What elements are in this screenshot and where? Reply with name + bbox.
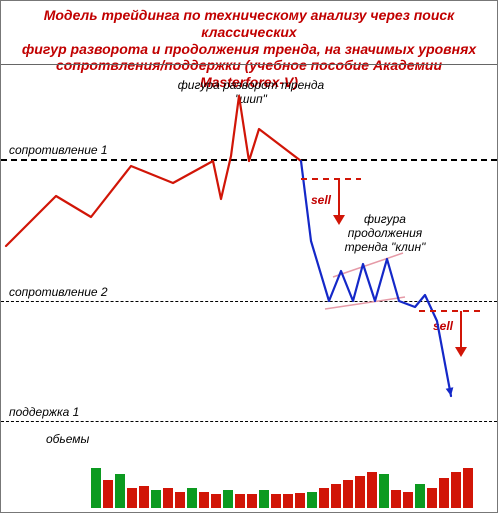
volume-bar <box>355 476 365 508</box>
volume-bar <box>307 492 317 508</box>
spike-line-2: "шип" <box>235 92 267 106</box>
volume-bar <box>319 488 329 508</box>
volume-bar <box>343 480 353 508</box>
volume-bar <box>175 492 185 508</box>
wedge-line-2: продолжения <box>348 226 422 240</box>
volume-bar <box>91 468 101 508</box>
volume-bar <box>163 488 173 508</box>
resistance-1-label: сопротивление 1 <box>9 143 108 157</box>
resistance-2-line <box>1 301 497 302</box>
resistance-1-line <box>1 159 497 161</box>
volume-bar <box>199 492 209 508</box>
volume-bar <box>439 478 449 508</box>
volume-bar <box>427 488 437 508</box>
volume-bar <box>379 474 389 508</box>
sell-label-1: sell <box>311 193 331 207</box>
volume-bar <box>271 494 281 508</box>
volume-bar <box>139 486 149 508</box>
volume-bar <box>115 474 125 508</box>
sell-label-2: sell <box>433 319 453 333</box>
wedge-line-1: фигура <box>364 212 406 226</box>
support-1-line <box>1 421 497 422</box>
volume-bar <box>223 490 233 508</box>
title-divider <box>1 64 497 65</box>
volume-bar <box>259 490 269 508</box>
volume-bar <box>103 480 113 508</box>
volume-bar <box>283 494 293 508</box>
volume-bar <box>463 468 473 508</box>
chart-frame: Модель трейдинга по техническому анализу… <box>0 0 498 513</box>
wedge-annotation: фигура продолжения тренда "клин" <box>330 213 440 254</box>
volume-bar <box>367 472 377 508</box>
spike-line-1: фигура разворот тренда <box>178 78 324 92</box>
volume-bar <box>451 472 461 508</box>
spike-annotation: фигура разворот тренда "шип" <box>171 79 331 107</box>
volume-bar <box>247 494 257 508</box>
volume-bar <box>127 488 137 508</box>
volume-bar <box>151 490 161 508</box>
title-line-2: фигур разворота и продолжения тренда, на… <box>22 41 476 57</box>
support-1-label: поддержка 1 <box>9 405 79 419</box>
wedge-line-3: тренда "клин" <box>345 240 426 254</box>
title-line-1: Модель трейдинга по техническому анализу… <box>44 7 455 40</box>
volume-bar <box>235 494 245 508</box>
volume-bar <box>391 490 401 508</box>
volume-bars <box>1 448 497 508</box>
volume-bar <box>403 492 413 508</box>
volume-label: обьемы <box>46 432 89 446</box>
volume-bar <box>211 494 221 508</box>
volume-bar <box>187 488 197 508</box>
volume-bar <box>331 484 341 508</box>
resistance-2-label: сопротивление 2 <box>9 285 108 299</box>
volume-bar <box>415 484 425 508</box>
volume-bar <box>295 493 305 508</box>
